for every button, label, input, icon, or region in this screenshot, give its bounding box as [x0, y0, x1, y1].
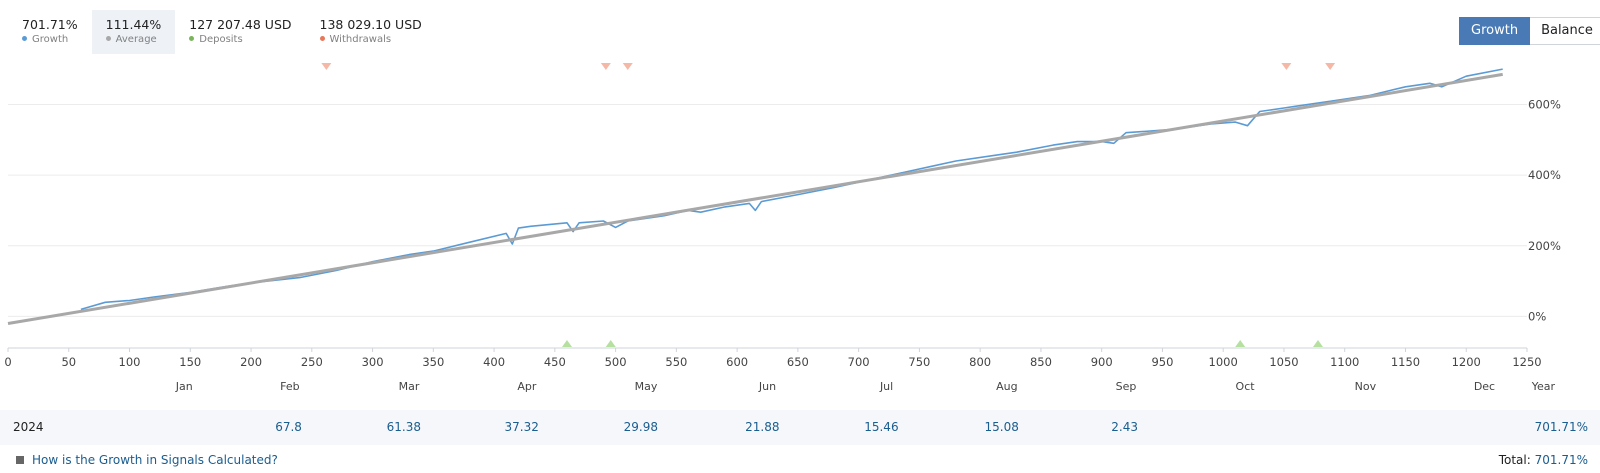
- growth-help-link[interactable]: How is the Growth in Signals Calculated?: [16, 453, 278, 467]
- balance-toggle-button[interactable]: Balance: [1530, 17, 1600, 45]
- month-label: Jan: [175, 380, 193, 393]
- stat-deposits[interactable]: 127 207.48 USD Deposits: [175, 10, 305, 54]
- month-label: Feb: [280, 380, 299, 393]
- x-tick-label: 400: [483, 355, 505, 369]
- withdrawal-marker: [600, 63, 611, 70]
- growth-help-text: How is the Growth in Signals Calculated?: [32, 453, 278, 467]
- x-tick-label: 1250: [1512, 355, 1541, 369]
- x-tick-label: 0: [4, 355, 11, 369]
- summary-month-feb: 67.8: [275, 420, 302, 434]
- growth-series-line: [80, 68, 1503, 311]
- book-icon: [16, 456, 24, 464]
- x-tick-label: 850: [1030, 355, 1052, 369]
- stat-growth-value: 701.71%: [22, 17, 78, 32]
- withdrawal-marker: [622, 63, 633, 70]
- month-label: Jun: [758, 380, 776, 393]
- footer-total-label: Total:: [1498, 453, 1531, 467]
- x-tick-label: 600: [726, 355, 748, 369]
- x-tick-label: 300: [362, 355, 384, 369]
- x-tick-label: 700: [848, 355, 870, 369]
- month-label: Dec: [1474, 380, 1495, 393]
- growth-chart: 0% 200% 400% 600% 0 50 100 150 200 250 300 350 400 45…: [4, 63, 1561, 393]
- summary-year: 2024: [13, 420, 44, 434]
- deposit-marker: [1312, 340, 1323, 347]
- stat-average-value: 111.44%: [105, 17, 162, 32]
- x-tick-label: 900: [1091, 355, 1113, 369]
- month-label: Oct: [1236, 380, 1256, 393]
- month-label: Apr: [517, 380, 537, 393]
- month-label: Jul: [879, 380, 893, 393]
- stat-growth-label: Growth: [32, 34, 69, 45]
- x-tick-label: 150: [179, 355, 201, 369]
- summary-month-sep: 2.43: [1111, 420, 1138, 434]
- growth-toggle-button[interactable]: Growth: [1459, 17, 1531, 45]
- withdrawals-legend-dot-icon: [319, 36, 325, 41]
- average-series-line: [7, 72, 1503, 325]
- summary-year-total: 701.71%: [1534, 420, 1588, 434]
- footer-total-value: 701.71%: [1534, 453, 1588, 467]
- monthly-summary-row: 2024 701.71% 67.8 61.38 37.32 29.98 21.88 15.…: [0, 410, 1600, 445]
- y-tick-label: 0%: [1528, 309, 1546, 323]
- y-tick-label: 600%: [1528, 97, 1561, 111]
- summary-month-apr: 37.32: [504, 420, 539, 434]
- growth-legend-dot-icon: [22, 36, 27, 41]
- stat-average[interactable]: 111.44% Average: [91, 10, 176, 54]
- chart-mode-toggle: Growth Balance: [1459, 17, 1600, 45]
- x-tick-label: 500: [605, 355, 627, 369]
- x-tick-label: 50: [61, 355, 76, 369]
- x-tick-label: 1050: [1269, 355, 1298, 369]
- x-tick-label: 800: [969, 355, 991, 369]
- year-axis-label: Year: [1531, 380, 1556, 393]
- x-tick-label: 100: [119, 355, 141, 369]
- summary-month-mar: 61.38: [386, 420, 422, 434]
- x-tick-label: 200: [240, 355, 262, 369]
- average-legend-dot-icon: [105, 36, 111, 41]
- x-tick-label: 450: [544, 355, 566, 369]
- withdrawal-marker: [1325, 63, 1336, 70]
- x-tick-label: 1200: [1452, 355, 1481, 369]
- stat-average-label: Average: [115, 34, 157, 45]
- deposits-legend-dot-icon: [189, 36, 195, 41]
- stat-growth[interactable]: 701.71% Growth: [8, 10, 92, 54]
- withdrawal-marker: [1281, 63, 1292, 70]
- stat-withdrawals[interactable]: 138 029.10 USD Withdrawals: [306, 10, 436, 54]
- summary-month-aug: 15.08: [984, 420, 1019, 434]
- month-label: May: [635, 380, 658, 393]
- x-tick-label: 1150: [1391, 355, 1420, 369]
- x-tick-label: 750: [908, 355, 930, 369]
- x-tick-label: 250: [301, 355, 323, 369]
- summary-month-may: 29.98: [623, 420, 658, 434]
- footer-total: Total: 701.71%: [1499, 453, 1588, 467]
- stat-withdrawals-label: Withdrawals: [329, 34, 392, 45]
- x-tick-label: 350: [422, 355, 444, 369]
- summary-month-jul: 15.46: [864, 420, 899, 434]
- month-label: Mar: [399, 380, 420, 393]
- stat-deposits-label: Deposits: [199, 34, 243, 45]
- month-label: Aug: [996, 380, 1017, 393]
- x-tick-label: 1000: [1209, 355, 1238, 369]
- deposit-marker: [1235, 340, 1246, 347]
- x-tick-label: 550: [665, 355, 687, 369]
- month-label: Nov: [1355, 380, 1377, 393]
- y-tick-label: 400%: [1528, 168, 1561, 182]
- deposit-marker: [561, 340, 572, 347]
- summary-month-jun: 21.88: [745, 420, 780, 434]
- y-tick-label: 200%: [1528, 239, 1561, 253]
- deposit-marker: [605, 340, 616, 347]
- month-label: Sep: [1116, 380, 1137, 393]
- stat-withdrawals-value: 138 029.10 USD: [319, 17, 422, 32]
- x-tick-label: 1100: [1330, 355, 1359, 369]
- stat-deposits-value: 127 207.48 USD: [189, 17, 292, 32]
- chart-footer: How is the Growth in Signals Calculated?…: [0, 450, 1600, 470]
- x-tick-label: 650: [787, 355, 809, 369]
- x-tick-label: 950: [1151, 355, 1173, 369]
- stats-bar: 701.71% Growth 111.44% Average 127 207.4…: [8, 10, 436, 54]
- withdrawal-marker: [321, 63, 332, 70]
